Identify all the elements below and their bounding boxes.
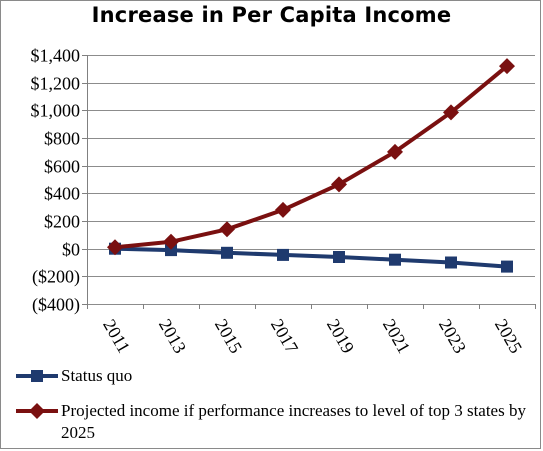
legend-marker [31,370,43,382]
series [107,58,515,273]
data-point-projected-income [499,58,515,75]
legend-marker [29,403,45,419]
x-tick-label: 2023 [435,315,470,356]
legend-item-projected-income: Projected income if performance increase… [13,400,538,444]
gridlines [87,55,535,305]
axes [82,55,536,309]
x-tick-label: 2011 [99,316,134,357]
data-point-projected-income [163,233,179,250]
y-tick-label: $200 [44,212,80,232]
x-tick-label: 2015 [211,315,246,356]
y-tick-label: $600 [44,157,80,177]
x-tick-label: 2017 [267,315,302,356]
y-tick-label: $1,400 [31,46,81,66]
x-tick-label: 2019 [323,315,358,356]
y-tick-label: $400 [44,184,80,204]
x-tick-labels: 2011 2013 2015 2017 2019 2021 2023 2025 [99,315,526,356]
data-point-status-quo [501,260,513,273]
data-point-status-quo [165,244,177,257]
y-tick-label: $1,200 [31,74,81,94]
data-point-status-quo [445,256,457,269]
data-point-projected-income [331,176,347,193]
line-chart: ($400) ($200) $0 $200 $400 $600 $800 $1,000 $1,2… [31,46,536,357]
y-tick-label: ($200) [32,267,80,288]
y-tick-label: $800 [44,129,80,149]
data-point-projected-income [275,201,291,218]
legend-swatch-status-quo [16,370,58,382]
legend-swatch-projected-income [16,403,58,419]
data-point-status-quo [333,251,345,263]
series-line-1 [114,64,509,250]
legend-item-status-quo: Status quo [13,365,538,387]
data-point-projected-income [443,104,459,121]
x-tick-label: 2021 [379,315,414,356]
y-tick-label: $0 [62,240,80,260]
legend: Status quo Projected income if performan… [13,365,538,444]
y-tick-label: $1,000 [31,101,81,121]
y-tick-labels: ($400) ($200) $0 $200 $400 $600 $800 $1,000 $1,2… [31,46,81,316]
data-point-projected-income [387,143,403,160]
data-point-status-quo [389,253,401,266]
data-point-status-quo [221,246,233,259]
y-tick-label: ($400) [32,295,80,316]
series-line-0 [114,246,508,269]
x-tick-label: 2025 [491,315,526,356]
x-tick-label: 2013 [155,315,190,356]
data-point-projected-income [219,221,235,238]
data-point-status-quo [277,248,289,261]
data-point-projected-income [107,239,123,256]
legend-label-status-quo: Status quo [61,366,133,385]
chart-title: Increase in Per Capita Income [91,3,452,27]
legend-label-projected-income: Projected income if performance increase… [61,401,526,442]
